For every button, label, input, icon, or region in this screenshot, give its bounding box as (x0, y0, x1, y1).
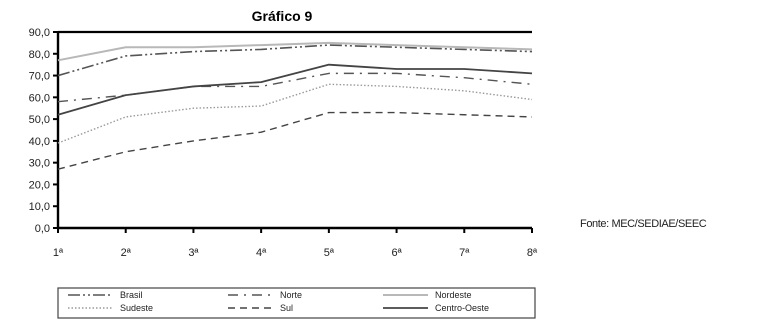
y-tick-label: 90,0 (29, 27, 50, 39)
y-tick-label: 30,0 (29, 158, 50, 170)
y-tick-label: 0,0 (35, 223, 50, 235)
legend-label: Norte (280, 290, 302, 300)
y-tick-label: 10,0 (29, 201, 50, 213)
x-tick-label: 5ª (324, 247, 335, 259)
y-tick-label: 60,0 (29, 92, 50, 104)
x-tick-label: 4ª (256, 247, 267, 259)
series-line-sul (57, 111, 533, 170)
y-tick-label: 80,0 (29, 49, 50, 61)
source-note: Fonte: MEC/SEDIAE/SEEC (580, 218, 707, 230)
series-line-sudeste (57, 83, 533, 144)
legend-label: Nordeste (435, 290, 472, 300)
y-tick-label: 20,0 (29, 179, 50, 191)
x-tick-label: 7ª (459, 247, 470, 259)
x-tick-label: 3ª (188, 247, 199, 259)
legend-label: Sudeste (120, 303, 153, 313)
y-tick-label: 70,0 (29, 71, 50, 83)
series-line-nordeste (57, 41, 533, 62)
series-line-centro-oeste (57, 63, 533, 116)
x-tick-label: 2ª (121, 247, 132, 259)
legend-label: Centro-Oeste (435, 303, 489, 313)
series-line-norte (57, 72, 533, 103)
y-tick-label: 50,0 (29, 114, 50, 126)
legend-label: Sul (280, 303, 293, 313)
legend-label: Brasil (120, 290, 143, 300)
x-tick-label: 6ª (391, 247, 402, 259)
series-line-brasil (57, 44, 533, 77)
y-tick-label: 40,0 (29, 136, 50, 148)
chart-title: Gráfico 9 (252, 8, 313, 24)
x-tick-label: 8ª (527, 247, 538, 259)
legend-box (57, 287, 536, 319)
x-tick-label: 1ª (53, 247, 64, 259)
